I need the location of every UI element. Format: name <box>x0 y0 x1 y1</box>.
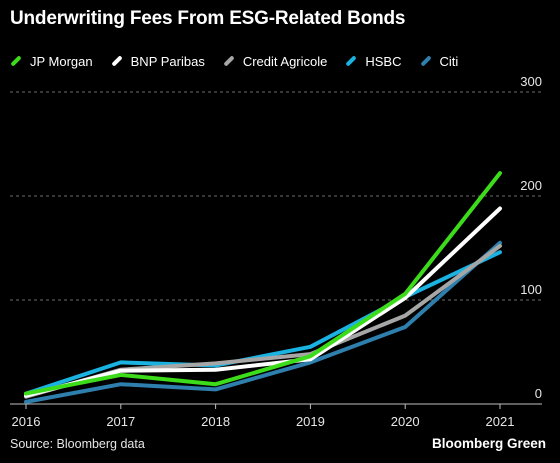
legend: JP Morgan BNP Paribas Credit Agricole HS… <box>10 52 476 70</box>
legend-item-jp-morgan: JP Morgan <box>10 54 93 69</box>
series-line-hsbc <box>24 250 502 396</box>
legend-label-bnp-paribas: BNP Paribas <box>130 53 205 69</box>
y-tick-label-0: 0 <box>535 386 542 401</box>
y-tick-label-300: 300 <box>520 74 542 89</box>
y-tick-label-200: 200 <box>520 178 542 193</box>
x-tick-label-2019: 2019 <box>296 414 325 429</box>
source-note: Source: Bloomberg data <box>10 437 145 451</box>
legend-label-credit-agricole: Credit Agricole <box>242 53 328 69</box>
legend-item-hsbc: HSBC <box>345 53 402 69</box>
x-tick-label-2020: 2020 <box>391 414 420 429</box>
chart-title: Underwriting Fees From ESG-Related Bonds <box>10 8 406 29</box>
x-tick-label-2016: 2016 <box>12 414 41 429</box>
legend-label-citi: Citi <box>439 53 459 69</box>
x-tick-label-2017: 2017 <box>106 414 135 429</box>
x-tick-label-2021: 2021 <box>486 414 515 429</box>
legend-item-bnp-paribas: BNP Paribas <box>110 53 205 69</box>
legend-label-hsbc: HSBC <box>365 53 402 69</box>
brand-logo: Bloomberg Green <box>431 436 546 451</box>
series-line-jp-morgan <box>24 171 502 396</box>
legend-item-credit-agricole: Credit Agricole <box>223 53 328 69</box>
series-line-citi <box>24 240 502 404</box>
x-tick-label-2018: 2018 <box>201 414 230 429</box>
series-line-bnp-paribas <box>24 206 502 398</box>
y-tick-label-100: 100 <box>520 282 542 297</box>
legend-item-citi: Citi <box>419 53 459 69</box>
legend-label-jp-morgan: JP Morgan <box>30 53 93 69</box>
